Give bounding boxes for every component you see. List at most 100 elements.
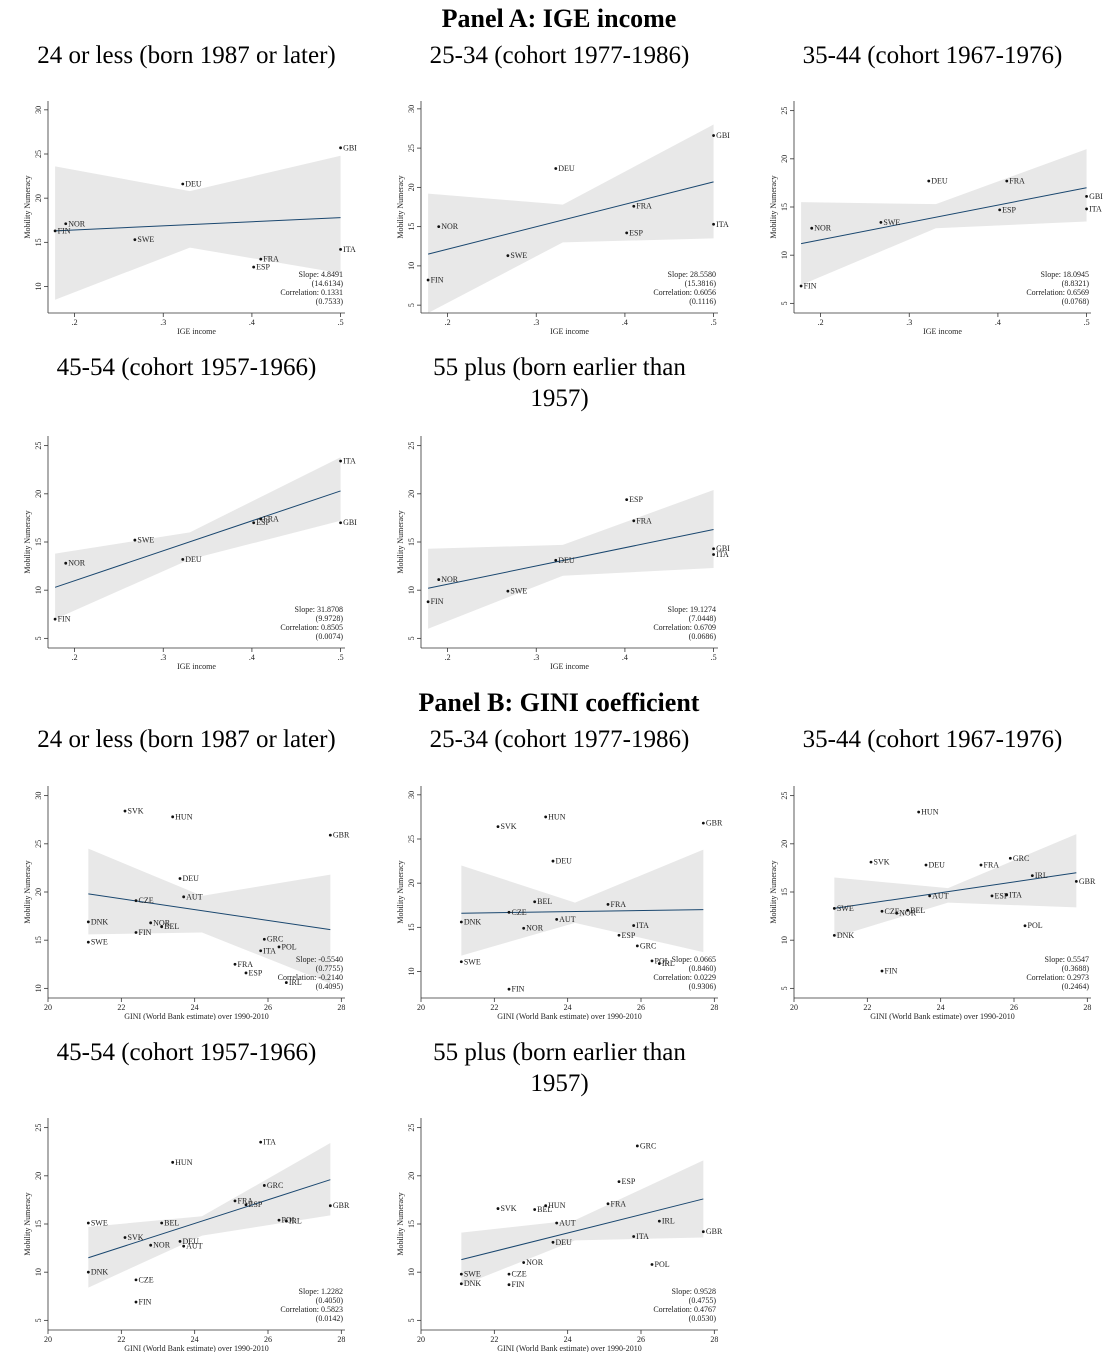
fit-line: [427, 528, 714, 589]
y-tick-label: 20: [407, 879, 416, 887]
point-label: IRL: [289, 1217, 302, 1226]
point: [437, 225, 441, 229]
y-axis-label: Mobility Numeracy: [396, 1192, 405, 1255]
x-tick-label: .5: [711, 318, 717, 327]
point: [437, 578, 441, 581]
point-label: ESP: [629, 228, 643, 237]
x-tick-label: .3: [533, 653, 539, 662]
x-tick-label: .4: [249, 653, 255, 662]
point: [879, 221, 883, 224]
point-label: FIN: [512, 985, 525, 994]
point: [927, 179, 931, 183]
y-tick-label: 5: [780, 986, 789, 990]
point: [262, 1184, 266, 1187]
point: [712, 553, 715, 556]
x-tick-label: 20: [44, 1003, 52, 1012]
x-tick-label: 24: [191, 1335, 199, 1344]
point: [149, 921, 153, 925]
point-label: GBR: [333, 1201, 350, 1210]
point: [134, 899, 138, 903]
y-tick-label: 25: [407, 1124, 416, 1132]
point-label: GBI: [1089, 192, 1103, 201]
x-tick-label: 28: [710, 1335, 718, 1344]
y-tick-label: 25: [34, 840, 43, 848]
point: [928, 894, 932, 898]
point-label: FRA: [611, 1199, 627, 1208]
x-tick-label: 28: [337, 1003, 345, 1012]
point-label: SWE: [137, 536, 154, 545]
chart: 5 10 15 20 25 30 .2 .3 .4 .5 IGE income Mobility Nu…: [396, 101, 730, 335]
y-tick-label: 10: [780, 936, 789, 944]
x-tick-label: .2: [72, 318, 78, 327]
y-tick-label: 25: [34, 1124, 43, 1132]
y-tick-label: 5: [407, 303, 416, 307]
y-tick-label: 25: [407, 835, 416, 843]
y-tick-label: 10: [34, 283, 43, 291]
point: [123, 809, 127, 813]
point-label: FIN: [431, 276, 444, 285]
point-label: CZE: [139, 896, 154, 905]
point: [533, 900, 537, 904]
point-label: ESP: [249, 1200, 263, 1209]
point: [617, 933, 621, 937]
stat-text: Slope: 1.2282: [299, 1287, 343, 1296]
x-tick-label: 24: [937, 1003, 945, 1012]
stat-text: Slope: 0.5547: [1045, 955, 1089, 964]
y-tick-label: 15: [34, 1220, 43, 1228]
stat-text: Slope: -0.5540: [296, 955, 343, 964]
point: [86, 1270, 90, 1274]
point-label: FRA: [636, 202, 652, 211]
point: [149, 1243, 153, 1247]
point-label: CZE: [512, 1270, 527, 1279]
point-label: ITA: [636, 921, 649, 930]
point-label: GBI: [343, 143, 357, 152]
point: [507, 1283, 511, 1287]
point: [259, 949, 263, 953]
panel-title: Panel A: IGE income: [441, 4, 677, 33]
x-tick-label: .3: [906, 318, 912, 327]
point-label: SWE: [837, 904, 854, 913]
point: [869, 860, 873, 864]
point-label: ESP: [256, 518, 270, 527]
point-label: CZE: [885, 907, 900, 916]
fit-line: [54, 490, 341, 588]
point-label: ITA: [1009, 890, 1022, 899]
point: [284, 1219, 288, 1223]
point-label: ITA: [343, 457, 356, 466]
confidence-band: [834, 834, 1077, 938]
point-label: GBR: [706, 819, 723, 828]
x-axis-label: GINI (World Bank estimate) over 1990-201…: [497, 1012, 641, 1020]
point: [86, 920, 90, 924]
point-label: ESP: [1002, 205, 1016, 214]
point-label: NOR: [899, 909, 917, 918]
y-tick-label: 25: [407, 442, 416, 450]
point-label: FIN: [58, 226, 71, 235]
point: [632, 519, 636, 523]
stat-text: Slope: 0.0665: [672, 955, 716, 964]
point: [635, 944, 639, 948]
point: [555, 917, 559, 921]
point: [880, 969, 884, 973]
point-label: AUT: [186, 1242, 203, 1251]
point: [426, 278, 430, 282]
point-label: BEL: [910, 906, 925, 915]
x-tick-label: 28: [710, 1003, 718, 1012]
point: [1030, 874, 1034, 878]
point: [171, 815, 175, 819]
x-tick-label: .2: [445, 318, 451, 327]
point-label: DNK: [91, 917, 109, 926]
point-label: GRC: [640, 941, 656, 950]
point-label: NOR: [153, 918, 171, 927]
x-axis-label: GINI (World Bank estimate) over 1990-201…: [870, 1012, 1014, 1020]
point: [625, 231, 629, 235]
point-label: DEU: [185, 180, 202, 189]
point-label: HUN: [921, 808, 939, 817]
point: [86, 1221, 90, 1225]
point-label: FIN: [804, 282, 817, 291]
panel-title: Panel B: GINI coefficient: [418, 688, 700, 717]
point: [182, 1244, 186, 1248]
stat-text: Correlation: 0.6569: [1026, 288, 1089, 297]
x-tick-label: .5: [338, 318, 344, 327]
point-label: GRC: [267, 935, 283, 944]
point-label: CZE: [512, 908, 527, 917]
